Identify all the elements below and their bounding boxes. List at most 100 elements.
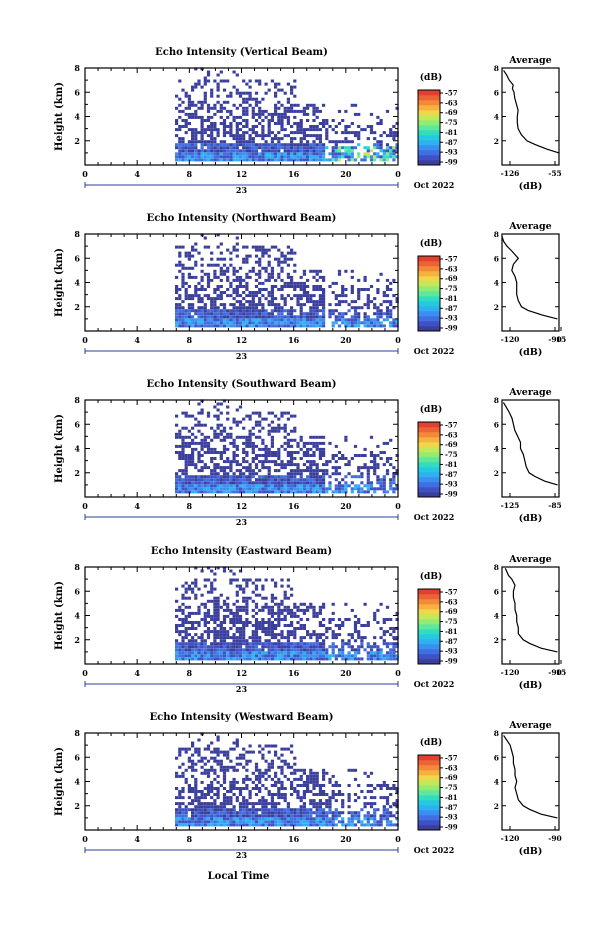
heatmap-cell bbox=[334, 444, 338, 448]
heatmap-cell bbox=[200, 478, 204, 482]
heatmap-cell bbox=[200, 642, 204, 646]
heatmap-cell bbox=[306, 651, 310, 655]
heatmap-cell bbox=[277, 106, 281, 110]
heatmap-cell bbox=[203, 756, 207, 760]
heatmap-cell bbox=[232, 817, 236, 821]
average-x-label: (dB) bbox=[519, 513, 543, 524]
heatmap-cell bbox=[270, 578, 274, 582]
colorbar-tick-label: -63 bbox=[445, 430, 458, 439]
heatmap-cell bbox=[226, 155, 230, 159]
heatmap-cell bbox=[248, 306, 252, 310]
heatmap-cell bbox=[369, 771, 374, 775]
heatmap-cell bbox=[229, 799, 233, 803]
heatmap-cell bbox=[219, 481, 223, 485]
heatmap-cell bbox=[376, 278, 380, 282]
heatmap-cell bbox=[302, 796, 306, 800]
heatmap-cell bbox=[309, 802, 313, 806]
heatmap-cell bbox=[248, 140, 252, 144]
heatmap-cell bbox=[216, 566, 220, 570]
heatmap-cell bbox=[213, 572, 217, 576]
heatmap-cell bbox=[184, 817, 188, 821]
heatmap-cell bbox=[290, 621, 294, 624]
heatmap-cell bbox=[302, 312, 306, 316]
heatmap-cell bbox=[200, 321, 204, 325]
heatmap-cell bbox=[322, 605, 326, 609]
heatmap-cell bbox=[322, 624, 326, 627]
heatmap-cell bbox=[200, 158, 204, 162]
heatmap-cell bbox=[191, 88, 195, 92]
heatmap-cell bbox=[331, 140, 335, 144]
heatmap-cell bbox=[322, 119, 326, 122]
heatmap-cell bbox=[258, 627, 262, 630]
heatmap-cell bbox=[235, 738, 239, 742]
heatmap-cell bbox=[213, 149, 217, 153]
heatmap-cell bbox=[290, 315, 294, 319]
heatmap-cell bbox=[238, 753, 243, 757]
heatmap-cell bbox=[306, 814, 310, 818]
heatmap-cell bbox=[264, 805, 268, 809]
heatmap-cell bbox=[306, 605, 310, 609]
heatmap-cell bbox=[216, 297, 220, 301]
colorbar-swatch bbox=[418, 291, 440, 297]
heatmap-cell bbox=[267, 633, 271, 637]
heatmap-cell bbox=[178, 802, 182, 806]
heatmap-cell bbox=[245, 312, 249, 316]
heatmap-cell bbox=[264, 309, 268, 313]
heatmap-cell bbox=[264, 478, 268, 482]
heatmap-cell bbox=[286, 285, 290, 288]
heatmap-cell bbox=[229, 808, 233, 812]
heatmap-cell bbox=[347, 618, 351, 621]
heatmap-cell bbox=[277, 648, 281, 652]
heatmap-cell bbox=[274, 94, 278, 98]
heatmap-cell bbox=[178, 79, 182, 83]
heatmap-cell bbox=[280, 285, 284, 288]
heatmap-cell bbox=[203, 435, 207, 439]
heatmap-cell bbox=[187, 823, 191, 827]
heatmap-cell bbox=[206, 414, 211, 418]
heatmap-cell bbox=[283, 300, 287, 304]
heatmap-cell bbox=[373, 472, 377, 476]
heatmap-cell bbox=[200, 484, 204, 488]
heatmap-cell bbox=[187, 324, 191, 328]
heatmap-cell bbox=[337, 318, 342, 322]
heatmap-cell bbox=[194, 143, 198, 147]
heatmap-cell bbox=[293, 155, 297, 159]
heatmap-cell bbox=[181, 88, 185, 92]
heatmap-cell bbox=[261, 97, 265, 101]
heatmap-cell bbox=[175, 119, 179, 122]
heatmap-cell bbox=[392, 294, 396, 298]
heatmap-cell bbox=[290, 490, 294, 494]
heatmap-cell bbox=[200, 140, 204, 144]
heatmap-cell bbox=[232, 784, 236, 787]
heatmap-cell bbox=[245, 759, 249, 763]
colorbar-swatch bbox=[418, 492, 440, 498]
heatmap-cell bbox=[341, 639, 345, 643]
heatmap-cell bbox=[191, 438, 195, 442]
heatmap-cell bbox=[325, 654, 329, 658]
heatmap-cell bbox=[206, 820, 211, 824]
heatmap-cell bbox=[382, 300, 386, 304]
heatmap-cell bbox=[299, 484, 303, 488]
panel-0: Echo Intensity (Vertical Beam)2468Height… bbox=[54, 47, 562, 195]
heatmap-cell bbox=[315, 771, 319, 775]
heatmap-cell bbox=[194, 578, 198, 582]
heatmap-cell bbox=[341, 490, 345, 494]
x-tick-label: 0 bbox=[395, 501, 401, 511]
heatmap-cell bbox=[296, 463, 300, 467]
heatmap-cell bbox=[302, 624, 306, 627]
heatmap-cell bbox=[210, 569, 214, 573]
heatmap-cell bbox=[315, 315, 319, 319]
heatmap-cell bbox=[251, 614, 255, 618]
heatmap-cell bbox=[232, 158, 236, 162]
colorbar-tick-label: -69 bbox=[445, 440, 458, 449]
heatmap-cell bbox=[302, 654, 306, 658]
heatmap-cell bbox=[251, 636, 255, 640]
heatmap-cell bbox=[245, 605, 249, 609]
average-y-tick-label: 4 bbox=[494, 113, 499, 122]
heatmap-cell bbox=[232, 451, 236, 454]
x-tick-label: 8 bbox=[187, 335, 193, 345]
heatmap-cell bbox=[312, 303, 316, 307]
heatmap-cell bbox=[277, 306, 281, 310]
heatmap-cell bbox=[299, 294, 303, 298]
heatmap-cell bbox=[194, 285, 198, 288]
